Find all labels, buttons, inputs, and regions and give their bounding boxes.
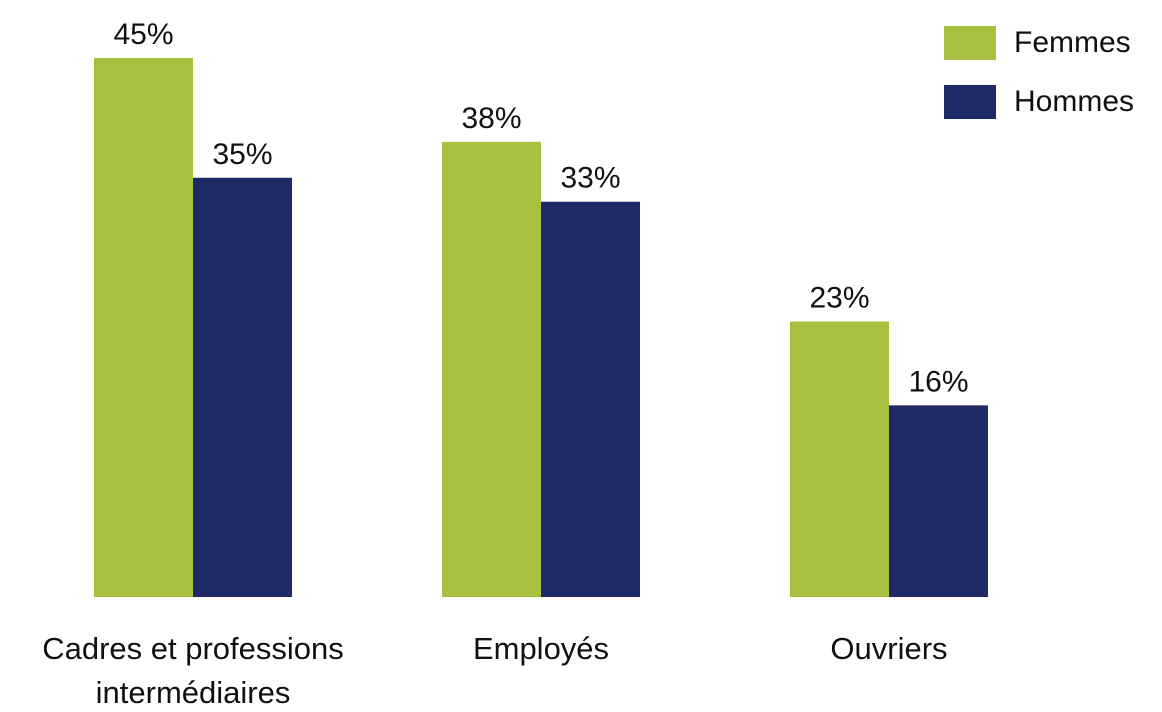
data-label-femmes-1: 38%: [461, 102, 521, 135]
category-label-0: Cadres et professions intermédiaires: [42, 631, 344, 710]
category-label-1: Employés: [473, 631, 609, 666]
legend-swatch-hommes: [944, 85, 996, 119]
data-labels-layer: 45% 35% 38% 33% 23% 16%: [113, 18, 968, 398]
legend-item-hommes: Hommes: [944, 85, 1156, 119]
bar-hommes-0: [193, 177, 292, 597]
data-label-hommes-2: 16%: [908, 365, 968, 398]
category-label-line-2-0: Ouvriers: [830, 631, 947, 666]
data-label-hommes-1: 33%: [560, 162, 620, 195]
bars-layer: [94, 58, 988, 597]
bar-femmes-0: [94, 58, 193, 597]
category-label-line-0-1: intermédiaires: [96, 675, 291, 710]
data-label-femmes-0: 45%: [113, 18, 173, 51]
data-label-femmes-2: 23%: [809, 282, 869, 315]
category-label-line-1-0: Employés: [473, 631, 609, 666]
category-label-line-0-0: Cadres et professions: [42, 631, 344, 666]
data-label-hommes-0: 35%: [212, 138, 272, 171]
category-label-2: Ouvriers: [830, 631, 947, 666]
legend-label-hommes: Hommes: [1014, 85, 1135, 118]
bar-femmes-2: [790, 321, 889, 597]
bar-hommes-1: [541, 201, 640, 597]
bar-femmes-1: [442, 141, 541, 597]
legend: Femmes Hommes: [944, 26, 1156, 144]
legend-swatch-femmes: [944, 26, 996, 60]
bar-hommes-2: [889, 405, 988, 597]
legend-label-femmes: Femmes: [1014, 26, 1131, 59]
legend-item-femmes: Femmes: [944, 26, 1156, 60]
category-labels-layer: Cadres et professions intermédiaires Emplo…: [42, 631, 947, 710]
